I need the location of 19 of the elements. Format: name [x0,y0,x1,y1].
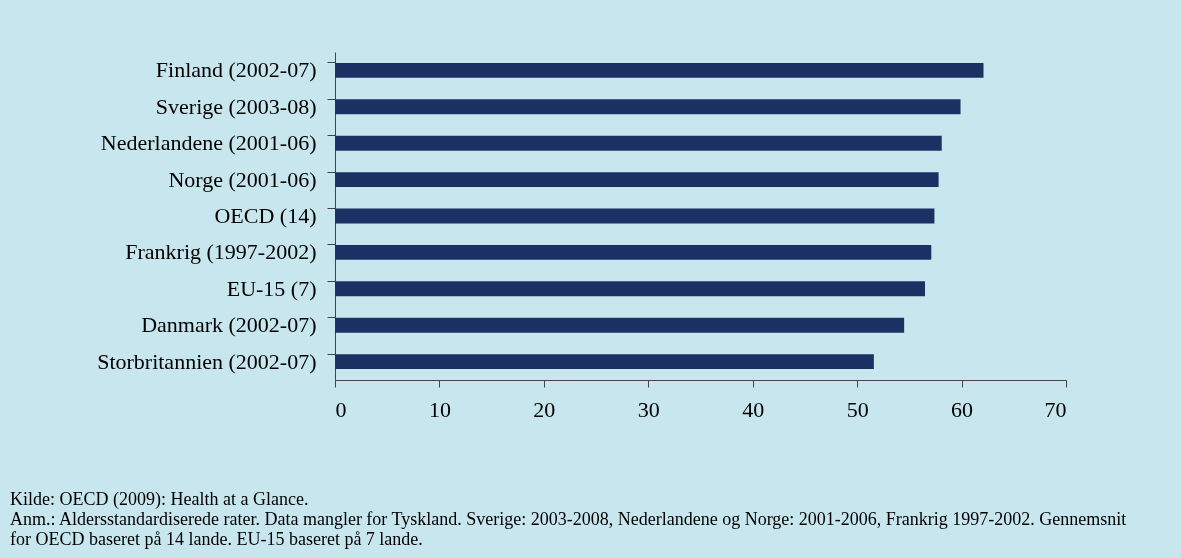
y-tick-label: Danmark (2002-07) [141,312,317,338]
x-tick-label: 30 [637,396,660,422]
y-tick-label: Sverige (2003-08) [155,93,317,119]
x-tick-label: 60 [951,396,974,422]
y-tick-label: OECD (14) [214,203,317,228]
x-tick-label: 0 [335,396,347,422]
x-tick-label: 10 [428,396,451,422]
x-tick-label: 70 [1044,396,1067,422]
y-tick-label: Frankrig (1997-2002) [125,239,317,265]
x-tick-label: 40 [742,396,765,422]
text: Kilde: OECD (2009): Health at a Glance. [10,489,309,510]
y-tick-label: Nederlandene (2001-06) [100,130,317,156]
text: Anm.: Aldersstandardiserede rater. Data mangler for Tyskland. Sverige: 2003-2008, Nederlandene og Norge: 2001-2006, Frankrig 1997-2002. Gennemsnit for OECD baseret på 14 lande. EU-15 baseret på 7 lande. [10,509,1127,549]
x-tick-label: 20 [533,396,556,422]
x-tick-label: 50 [846,396,869,422]
y-tick-label: EU-15 (7) [226,275,317,301]
y-tick-label: Finland (2002-07) [155,57,317,83]
y-tick-label: Norge (2001-06) [168,166,317,192]
y-tick-label: Storbritannien (2002-07) [97,348,317,374]
